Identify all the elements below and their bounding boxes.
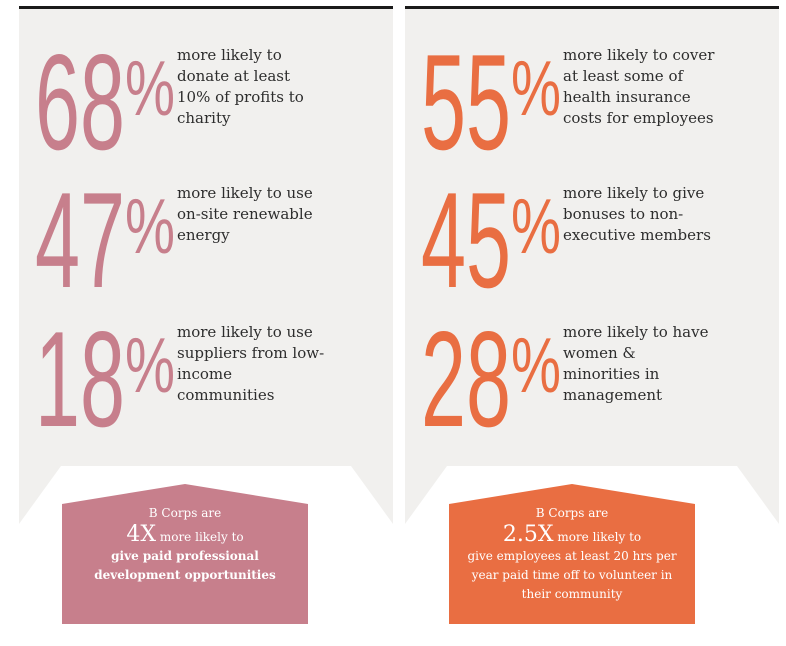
stat-line: costs for employees: [563, 109, 714, 127]
stat-number-digits: 47: [35, 167, 125, 297]
percent-sign: %: [125, 182, 175, 270]
stat-line: at least some of: [563, 67, 684, 85]
percent-sign: %: [511, 44, 561, 132]
banner-line: give employees at least 20 hrs per: [467, 549, 677, 563]
stat-line: management: [563, 386, 663, 404]
banner-intro: B Corps are: [148, 506, 222, 520]
stat-number-digits: 55: [421, 29, 511, 159]
stat-line: minorities in: [563, 365, 660, 383]
stat-line: more likely to use: [177, 184, 313, 202]
stat-number: 47 %: [33, 167, 175, 297]
stat-number: 18 %: [33, 306, 175, 436]
banner-multiplier-suffix: more likely to: [156, 530, 244, 544]
stat-line: more likely to: [177, 46, 282, 64]
left-panel: 68 % more likely to donate at least 10% …: [19, 6, 393, 524]
percent-sign: %: [511, 182, 561, 270]
banner-intro: B Corps are: [535, 506, 609, 520]
banner-text: B Corps are 2.5X more likely to give emp…: [449, 504, 695, 604]
banner-line: year paid time off to volunteer in: [471, 568, 673, 582]
stat-number-digits: 28: [421, 306, 511, 436]
stat-line: executive members: [563, 226, 711, 244]
banner-line: development opportunities: [94, 568, 276, 582]
banner-shape: [449, 484, 695, 624]
stat-line: more likely to have: [563, 323, 709, 341]
stat-line: 10% of profits to: [177, 88, 304, 106]
stat-line: donate at least: [177, 67, 290, 85]
stat-description: more likely to use on-site renewable ene…: [177, 183, 382, 246]
stat-number-digits: 18: [35, 306, 125, 436]
banner-text: B Corps are 4X more likely to give paid …: [62, 504, 308, 585]
stat-line: bonuses to non-: [563, 205, 684, 223]
right-panel: 55 % more likely to cover at least some …: [405, 6, 779, 524]
stat-number-digits: 45: [421, 167, 511, 297]
stat-number: 28 %: [419, 306, 561, 436]
stat-line: more likely to use: [177, 323, 313, 341]
stat-number: 68 %: [33, 29, 175, 159]
stat-line: more likely to give: [563, 184, 705, 202]
stat-description: more likely to use suppliers from low- i…: [177, 322, 382, 406]
stat-description: more likely to have women & minorities i…: [563, 322, 768, 406]
stat-number: 55 %: [419, 29, 561, 159]
banner-multiplier: 4X: [126, 522, 157, 547]
stat-description: more likely to donate at least 10% of pr…: [177, 45, 382, 129]
stat-line: more likely to cover: [563, 46, 715, 64]
right-banner: B Corps are 2.5X more likely to give emp…: [449, 484, 695, 624]
stat-line: charity: [177, 109, 231, 127]
stat-description: more likely to cover at least some of he…: [563, 45, 768, 129]
left-banner: B Corps are 4X more likely to give paid …: [62, 484, 308, 624]
percent-sign: %: [511, 321, 561, 409]
stat-line: women &: [563, 344, 636, 362]
stat-line: energy: [177, 226, 230, 244]
stat-line: income: [177, 365, 232, 383]
stat-number: 45 %: [419, 167, 561, 297]
stat-line: health insurance: [563, 88, 691, 106]
banner-line: their community: [521, 587, 623, 601]
stat-number-digits: 68: [35, 29, 125, 159]
banner-multiplier-suffix: more likely to: [553, 530, 642, 544]
stat-line: suppliers from low-: [177, 344, 325, 362]
stat-line: on-site renewable: [177, 205, 313, 223]
percent-sign: %: [125, 44, 175, 132]
banner-shape: [62, 484, 308, 624]
banner-multiplier: 2.5X: [502, 522, 554, 547]
percent-sign: %: [125, 321, 175, 409]
banner-line: give paid professional: [111, 549, 259, 563]
stat-line: communities: [177, 386, 275, 404]
stat-description: more likely to give bonuses to non- exec…: [563, 183, 768, 246]
